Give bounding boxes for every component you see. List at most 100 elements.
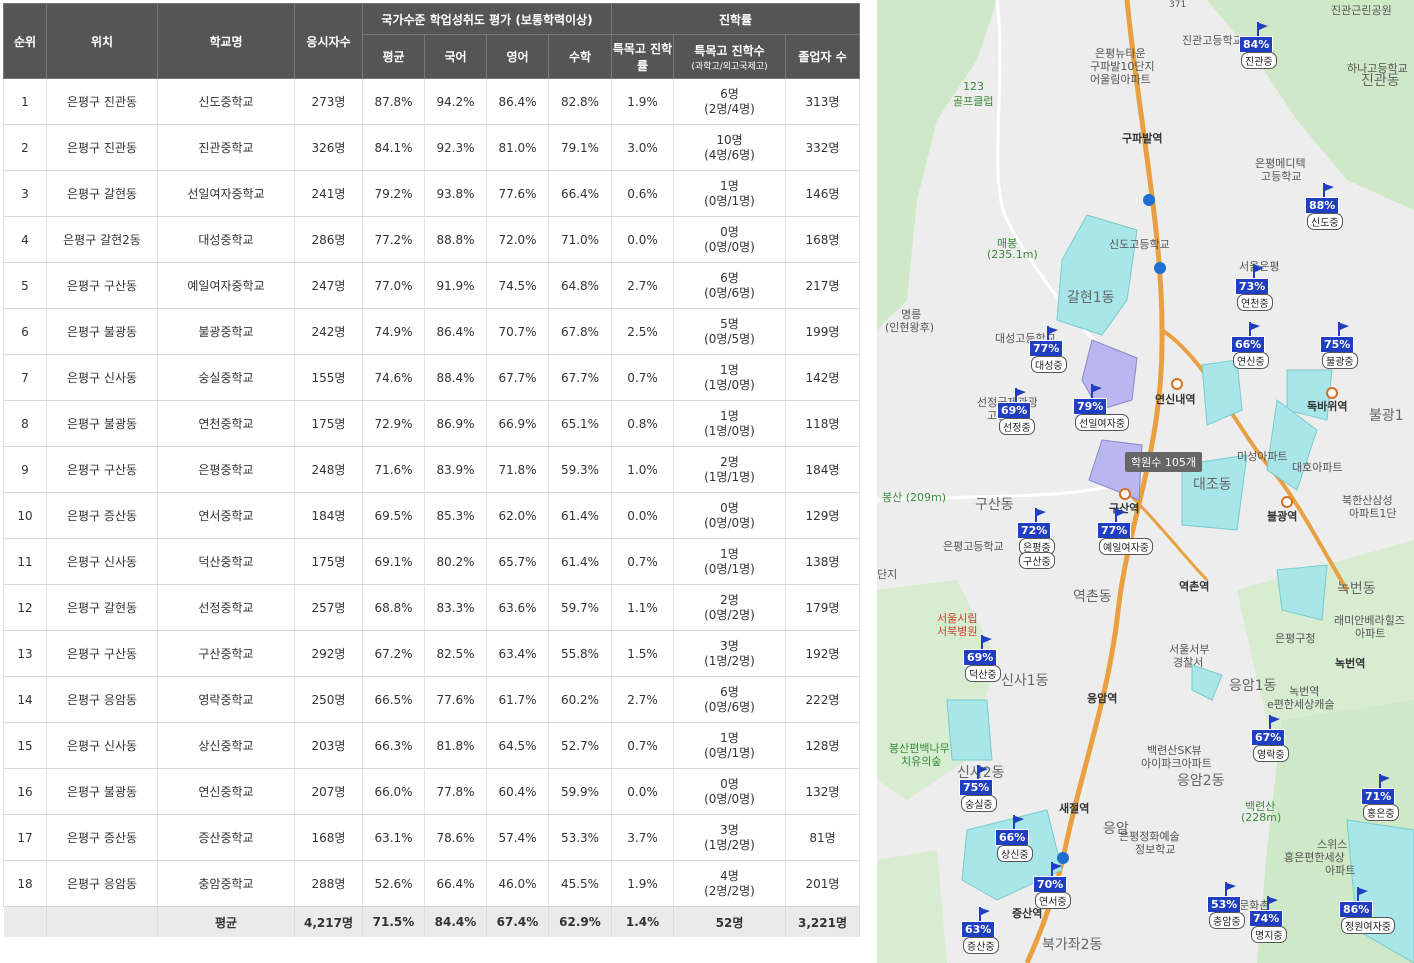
cell-avg: 66.3% (362, 722, 425, 769)
cell-special-rate: 0.6% (611, 170, 674, 217)
cell-korean: 92.3% (424, 124, 487, 171)
cell-location: 은평구 진관동 (46, 124, 158, 171)
map-label-nokbeon-e: 녹번역 (1289, 685, 1320, 698)
footer-empty (46, 906, 158, 937)
flag-icon (1357, 887, 1368, 903)
map-label-eungam2: 응암2동 (1177, 773, 1225, 789)
table-row: 9 은평구 구산동 은평중학교 248명 71.6% 83.9% 71.8% 59.3% 1.0… (3, 446, 860, 493)
cell-korean: 86.9% (424, 400, 487, 447)
cell-school: 선일여자중학교 (157, 170, 295, 217)
cell-takers: 286명 (294, 216, 363, 263)
cell-special-count-split: (1명/1명) (704, 469, 755, 484)
header-advancement: 진학률 (611, 3, 860, 35)
academy-count-tooltip: 학원수 105개 (1125, 452, 1202, 472)
cell-english: 81.0% (486, 124, 549, 171)
cell-location: 은평구 불광동 (46, 768, 158, 815)
cell-avg: 71.6% (362, 446, 425, 493)
map-label-media-hs: 은평메디텍 (1255, 157, 1306, 170)
school-pin-name: 숭실중 (961, 795, 997, 812)
flag-icon (1257, 22, 1268, 38)
cell-korean: 91.9% (424, 262, 487, 309)
school-pin-percent: 67% (1251, 729, 1286, 746)
school-map[interactable]: 371 진관근린공원 진관고등학교 은평뉴타운 구파발10단지 어울림아파트 하… (877, 0, 1414, 963)
cell-special-count: 3명 (1명/2명) (673, 814, 786, 861)
table-row: 5 은평구 구산동 예일여자중학교 247명 77.0% 91.9% 74.5% 64.8% 2… (3, 262, 860, 309)
table-row: 10 은평구 증산동 연서중학교 184명 69.5% 85.3% 62.0% 61.4% 0.… (3, 492, 860, 539)
map-label-myeongdeok: 명릉 (901, 308, 922, 321)
cell-graduates: 129명 (785, 492, 860, 539)
school-pin-name: 신도중 (1307, 213, 1343, 230)
flag-icon (1091, 384, 1102, 400)
cell-location: 은평구 구산동 (46, 446, 158, 493)
table-row: 6 은평구 불광동 불광중학교 242명 74.9% 86.4% 70.7% 67.8% 2.5… (3, 308, 860, 355)
school-pin-percent: 69% (963, 649, 998, 666)
cell-special-count-split: (0명/5명) (704, 331, 755, 346)
flag-icon (1015, 388, 1026, 404)
cell-rank: 5 (3, 262, 47, 309)
cell-korean: 80.2% (424, 538, 487, 585)
cell-special-rate: 3.7% (611, 814, 674, 861)
cell-korean: 82.5% (424, 630, 487, 677)
cell-takers: 184명 (294, 492, 363, 539)
cell-special-count-total: 1명 (720, 408, 739, 423)
cell-location: 은평구 갈현동 (46, 584, 158, 631)
cell-graduates: 146명 (785, 170, 860, 217)
map-label-galhyeon1: 갈현1동 (1067, 290, 1115, 306)
school-pin-name: 진관중 (1241, 52, 1277, 69)
cell-school: 진관중학교 (157, 124, 295, 171)
cell-english: 61.7% (486, 676, 549, 723)
footer-graduates: 3,221명 (785, 906, 860, 937)
school-pin-percent: 88% (1305, 197, 1340, 214)
cell-special-count: 1명 (1명/0명) (673, 400, 786, 447)
cell-english: 72.0% (486, 216, 549, 263)
cell-special-rate: 2.7% (611, 262, 674, 309)
cell-special-count-total: 0명 (720, 224, 739, 239)
table-row: 17 은평구 증산동 증산중학교 168명 63.1% 78.6% 57.4% 53.3% 3.… (3, 814, 860, 861)
table-row: 11 은평구 신사동 덕산중학교 175명 69.1% 80.2% 65.7% 61.4% 0.… (3, 538, 860, 585)
cell-special-rate: 0.0% (611, 216, 674, 263)
map-label-jingwan-park: 진관근린공원 (1331, 4, 1392, 17)
cell-special-count-split: (0명/1명) (704, 193, 755, 208)
cell-takers: 292명 (294, 630, 363, 677)
map-label-baekryeon-sk: 백련산SK뷰 (1147, 744, 1202, 757)
cell-location: 은평구 갈현동 (46, 170, 158, 217)
map-label-gupabal-apt: 구파발10단지 (1090, 60, 1155, 73)
map-label-gusan-dong: 구산동 (975, 497, 1014, 513)
cell-avg: 52.6% (362, 860, 425, 907)
cell-rank: 9 (3, 446, 47, 493)
map-label-sinsa2: 신사2동 (957, 765, 1005, 781)
cell-special-count: 1명 (0명/1명) (673, 170, 786, 217)
cell-special-count: 1명 (1명/0명) (673, 354, 786, 401)
cell-rank: 12 (3, 584, 47, 631)
cell-avg: 84.1% (362, 124, 425, 171)
cell-location: 은평구 응암동 (46, 676, 158, 723)
cell-avg: 74.9% (362, 308, 425, 355)
cell-special-count-split: (0명/6명) (704, 699, 755, 714)
cell-rank: 15 (3, 722, 47, 769)
cell-rank: 17 (3, 814, 47, 861)
cell-avg: 69.1% (362, 538, 425, 585)
school-pin-name: 명지중 (1251, 926, 1287, 943)
cell-takers: 273명 (294, 78, 363, 125)
header-korean: 국어 (424, 34, 487, 79)
school-pin-percent: 66% (995, 829, 1030, 846)
school-pin-name: 덕산중 (965, 665, 1001, 682)
footer-label: 평균 (157, 906, 295, 937)
cell-korean: 78.6% (424, 814, 487, 861)
map-label-rahmian2: 아파트 (1355, 627, 1386, 640)
table-row: 7 은평구 신사동 숭실중학교 155명 74.6% 88.4% 67.7% 67.7% 0.7… (3, 354, 860, 401)
header-english: 영어 (486, 34, 549, 79)
map-label-sindo-hs: 신도고등학교 (1109, 238, 1170, 251)
table-row: 16 은평구 불광동 연신중학교 207명 66.0% 77.8% 60.4% 59.9% 0.… (3, 768, 860, 815)
map-label-yeokchon-st: 역촌역 (1179, 580, 1210, 593)
cell-english: 71.8% (486, 446, 549, 493)
cell-korean: 93.8% (424, 170, 487, 217)
cell-special-count: 6명 (0명/6명) (673, 676, 786, 723)
cell-school: 예일여자중학교 (157, 262, 295, 309)
map-label-art-hs: 은평정화예술 (1119, 830, 1180, 843)
footer-english: 67.4% (486, 906, 549, 937)
table-row: 3 은평구 갈현동 선일여자중학교 241명 79.2% 93.8% 77.6% 66.4% 0… (3, 170, 860, 217)
cell-special-count: 5명 (0명/5명) (673, 308, 786, 355)
cell-graduates: 192명 (785, 630, 860, 677)
cell-special-count-split: (0명/0명) (704, 791, 755, 806)
